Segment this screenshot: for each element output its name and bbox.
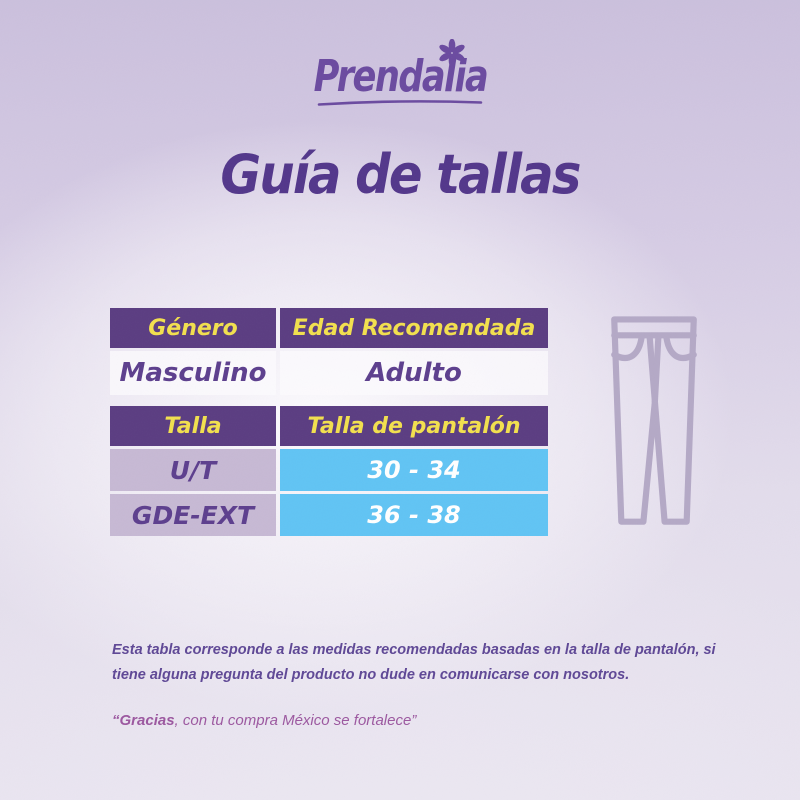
thanks-quote: “Gracias, con tu compra México se fortal… xyxy=(112,712,416,729)
cell-talla-ut: U/T xyxy=(110,449,276,491)
size-note-line1: Esta tabla corresponde a las medidas rec… xyxy=(112,642,716,658)
header-talla-pantalon: Talla de pantalón xyxy=(280,406,548,446)
cell-pantalon-30-34: 30 - 34 xyxy=(280,449,548,491)
cell-edad-value: Adulto xyxy=(280,351,548,395)
header-genero: Género xyxy=(110,308,276,348)
brand-header: Prendalia xyxy=(0,39,800,107)
page-title: Guía de tallas xyxy=(220,143,581,206)
thanks-quote-rest: , con tu compra México se fortalece” xyxy=(174,712,417,729)
cell-talla-gde-ext: GDE-EXT xyxy=(110,494,276,536)
size-note: Esta tabla corresponde a las medidas rec… xyxy=(112,638,716,688)
pants-icon xyxy=(611,316,697,525)
gender-age-table: Género Edad Recomendada Masculino Adulto xyxy=(110,308,548,395)
talla-table: Talla Talla de pantalón U/T 30 - 34 GDE-… xyxy=(110,406,548,536)
cell-genero-value: Masculino xyxy=(110,351,276,395)
header-edad-recomendada: Edad Recomendada xyxy=(280,308,548,348)
brand-logo: Prendalia xyxy=(292,39,509,107)
size-note-line2: tiene alguna pregunta del producto no du… xyxy=(112,667,630,683)
size-tables: Género Edad Recomendada Masculino Adulto… xyxy=(110,308,548,536)
thanks-quote-lead: “Gracias xyxy=(112,712,175,729)
cell-pantalon-36-38: 36 - 38 xyxy=(280,494,548,536)
header-talla: Talla xyxy=(110,406,276,446)
flower-icon xyxy=(439,39,465,67)
